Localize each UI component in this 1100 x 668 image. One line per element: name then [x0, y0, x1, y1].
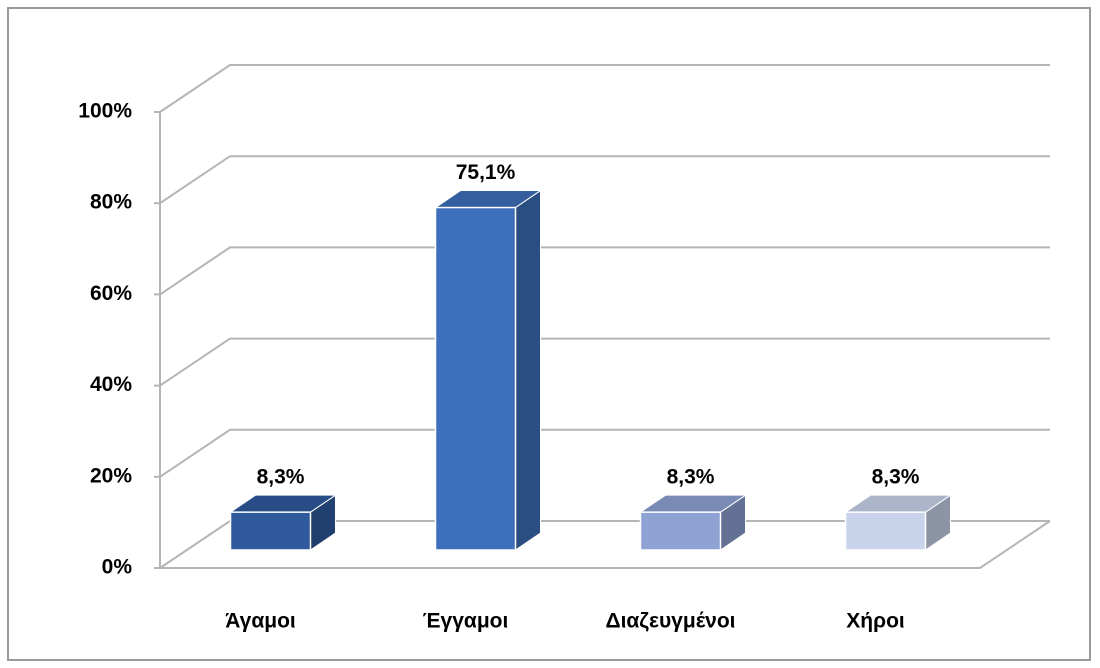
x-tick-label: Διαζευγμένοι [605, 610, 735, 633]
grid-line [159, 155, 1050, 205]
data-label: 8,3% [667, 466, 715, 489]
y-tick-label: 60% [90, 282, 132, 305]
x-tick-label: Άγαμοι [225, 610, 296, 633]
chart-frame [7, 7, 1091, 661]
y-tick-label: 0% [102, 556, 133, 579]
data-label: 8,3% [872, 466, 920, 489]
x-tick-label: Έγγαμοι [423, 610, 509, 633]
y-tick-label: 100% [78, 100, 132, 123]
grid-line [159, 428, 1050, 478]
grid-line [159, 64, 1050, 113]
bar [844, 511, 927, 551]
bar-side [515, 189, 541, 551]
grid-line [159, 246, 1050, 296]
grid-line [159, 337, 1050, 387]
y-tick-label: 20% [90, 464, 132, 487]
y-tick-label: 80% [90, 191, 132, 214]
floor-edge [160, 520, 1051, 569]
bar [434, 206, 517, 551]
y-tick-label: 40% [90, 373, 132, 396]
bar [229, 511, 312, 551]
bar [639, 511, 722, 551]
x-tick-label: Χήροι [846, 610, 905, 633]
data-label: 8,3% [257, 466, 305, 489]
data-label: 75,1% [456, 161, 516, 184]
